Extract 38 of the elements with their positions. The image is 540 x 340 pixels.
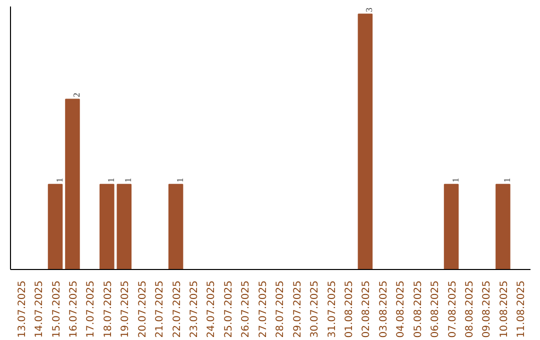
x-tick-label: 14.07.2025	[34, 280, 46, 338]
x-tick-label: 13.07.2025	[16, 280, 28, 338]
x-tick-label: 21.07.2025	[154, 280, 166, 338]
x-tick-label: 22.07.2025	[172, 280, 183, 338]
x-tick-label: 31.07.2025	[326, 280, 338, 338]
x-tick-label: 09.08.2025	[482, 280, 493, 338]
x-tick-label: 02.08.2025	[361, 280, 372, 338]
x-tick-label: 15.07.2025	[51, 280, 62, 338]
x-tick-label: 01.08.2025	[344, 280, 355, 338]
x-tick-label: 05.08.2025	[412, 280, 424, 338]
x-tick-label: 08.08.2025	[464, 280, 476, 338]
x-tick-label: 24.07.2025	[206, 280, 218, 338]
x-tick-label: 19.07.2025	[120, 280, 132, 338]
x-tick-label: 11.08.2025	[516, 280, 528, 338]
data-label: 1	[54, 178, 64, 182]
x-tick-label: 18.07.2025	[102, 280, 114, 338]
x-tick-label: 26.07.2025	[240, 280, 252, 338]
data-label: 3	[364, 7, 374, 12]
data-label: 1	[123, 178, 134, 182]
x-tick-label: 23.07.2025	[189, 280, 200, 338]
x-tick-label: 20.07.2025	[137, 280, 148, 338]
x-tick-label: 10.08.2025	[498, 280, 510, 338]
data-label: 1	[450, 178, 460, 182]
x-tick-label: 30.07.2025	[310, 280, 321, 338]
x-tick-label: 04.08.2025	[396, 280, 407, 338]
x-tick-label: 29.07.2025	[292, 280, 304, 338]
x-tick-label: 06.08.2025	[430, 280, 442, 338]
data-label: 1	[174, 178, 185, 182]
x-tick-label: 17.07.2025	[86, 280, 97, 338]
data-label: 2	[71, 92, 82, 98]
data-label: 1	[502, 178, 512, 182]
x-tick-label: 28.07.2025	[275, 280, 286, 338]
x-tick-label: 16.07.2025	[68, 280, 80, 338]
data-label: 1	[106, 178, 116, 182]
x-tick-label: 07.08.2025	[447, 280, 458, 338]
x-tick-label: 03.08.2025	[378, 280, 390, 338]
x-tick-label: 27.07.2025	[258, 280, 269, 338]
x-tick-label: 25.07.2025	[223, 280, 234, 338]
